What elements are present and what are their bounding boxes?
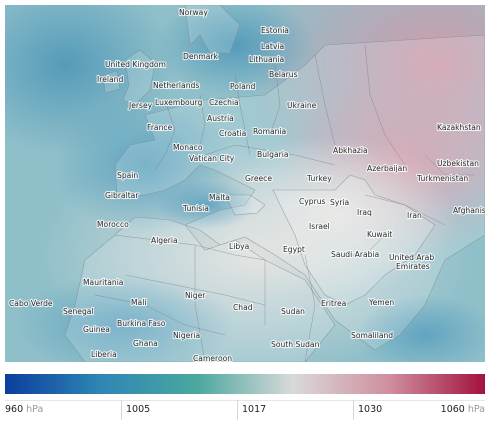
label-turkey: Turkey	[306, 174, 332, 183]
label-kuwait: Kuwait	[367, 230, 392, 239]
label-cameroon: Cameroon	[193, 354, 232, 362]
land	[64, 5, 485, 362]
label-jersey: Jersey	[128, 101, 153, 110]
label-eritrea: Eritrea	[321, 299, 346, 308]
legend-tick-value: 1017	[242, 404, 267, 415]
label-chad: Chad	[233, 303, 253, 312]
legend-ticks: 960 hPa 1005 1017 1030 1060 hPa	[5, 400, 485, 420]
label-mauritania: Mauritania	[83, 278, 123, 287]
pressure-legend: 960 hPa 1005 1017 1030 1060 hPa	[5, 374, 485, 434]
borders	[94, 44, 475, 362]
label-south-sudan: South Sudan	[271, 340, 320, 349]
label-czechia: Czechia	[209, 98, 239, 107]
label-uae-line-1: United Arab	[389, 253, 434, 262]
label-belarus: Belarus	[269, 70, 298, 79]
label-libya: Libya	[229, 242, 249, 251]
label-cabo-verde: Cabo Verde	[9, 299, 53, 308]
label-luxembourg: Luxembourg	[155, 98, 203, 107]
label-azerbaijan: Azerbaijan	[367, 164, 407, 173]
label-latvia: Latvia	[261, 42, 284, 51]
label-gibraltar: Gibraltar	[105, 191, 139, 200]
label-afghanistan: Afghanist	[453, 206, 485, 215]
label-iran: Iran	[407, 211, 422, 220]
label-lithuania: Lithuania	[249, 55, 284, 64]
label-estonia: Estonia	[261, 26, 289, 35]
label-morocco: Morocco	[97, 220, 129, 229]
label-kazakhstan: Kazakhstan	[437, 123, 481, 132]
label-burkina-faso: Burkina Faso	[117, 319, 166, 328]
label-yemen: Yemen	[368, 298, 394, 307]
label-mali: Mali	[131, 298, 146, 307]
label-france: France	[147, 123, 173, 132]
label-uzbekistan: Uzbekistan	[437, 159, 479, 168]
label-malta: Malta	[209, 193, 230, 202]
legend-tick-1017: 1017	[237, 400, 353, 420]
label-united-kingdom: United Kingdom	[105, 60, 166, 69]
label-uae-line-2: Emirates	[396, 262, 430, 271]
label-cyprus: Cyprus	[299, 197, 326, 206]
label-egypt: Egypt	[283, 245, 305, 254]
legend-tick-value: 1060	[440, 404, 465, 415]
pressure-map[interactable]: Norway Estonia Latvia Denmark Lithuania …	[5, 5, 485, 362]
label-austria: Austria	[207, 114, 234, 123]
legend-color-scale	[5, 374, 485, 394]
label-guinea: Guinea	[83, 325, 110, 334]
label-ukraine: Ukraine	[287, 101, 317, 110]
country-labels: Norway Estonia Latvia Denmark Lithuania …	[8, 7, 485, 362]
legend-tick-1030: 1030	[353, 400, 413, 420]
label-saudi-arabia: Saudi Arabia	[331, 250, 379, 259]
label-poland: Poland	[230, 82, 256, 91]
label-bulgaria: Bulgaria	[257, 150, 289, 159]
label-ghana: Ghana	[133, 339, 158, 348]
legend-tick-value: 1030	[358, 404, 383, 415]
pressure-field	[5, 5, 485, 362]
legend-tick-unit: hPa	[467, 404, 485, 415]
label-denmark: Denmark	[183, 52, 219, 61]
label-croatia: Croatia	[219, 129, 246, 138]
label-monaco: Monaco	[173, 143, 203, 152]
label-sudan: Sudan	[281, 307, 305, 316]
label-spain: Spain	[117, 171, 138, 180]
legend-tick-value: 1005	[126, 404, 151, 415]
label-niger: Niger	[185, 291, 206, 300]
label-iraq: Iraq	[357, 208, 372, 217]
label-algeria: Algeria	[151, 236, 178, 245]
legend-tick-value: 960	[5, 404, 24, 415]
label-israel: Israel	[309, 222, 330, 231]
label-romania: Romania	[253, 127, 286, 136]
label-netherlands: Netherlands	[153, 81, 199, 90]
label-turkmenistan: Turkmenistan	[416, 174, 468, 183]
label-tunisia: Tunisia	[182, 204, 209, 213]
legend-tick-1005: 1005	[121, 400, 237, 420]
label-vatican-city: Vatican City	[189, 154, 235, 163]
label-abkhazia: Abkhazia	[333, 146, 368, 155]
label-somaliland: Somaliland	[351, 331, 393, 340]
label-norway: Norway	[179, 8, 208, 17]
label-greece: Greece	[245, 174, 272, 183]
label-ireland: Ireland	[97, 75, 123, 84]
label-nigeria: Nigeria	[173, 331, 200, 340]
legend-tick-unit: hPa	[26, 404, 44, 415]
map-canvas: Norway Estonia Latvia Denmark Lithuania …	[5, 5, 485, 362]
legend-tick-max: 1060 hPa	[413, 400, 485, 420]
legend-divider	[5, 400, 485, 401]
label-senegal: Senegal	[63, 307, 94, 316]
label-liberia: Liberia	[91, 350, 117, 359]
legend-tick-min: 960 hPa	[5, 400, 121, 420]
label-syria: Syria	[330, 198, 349, 207]
